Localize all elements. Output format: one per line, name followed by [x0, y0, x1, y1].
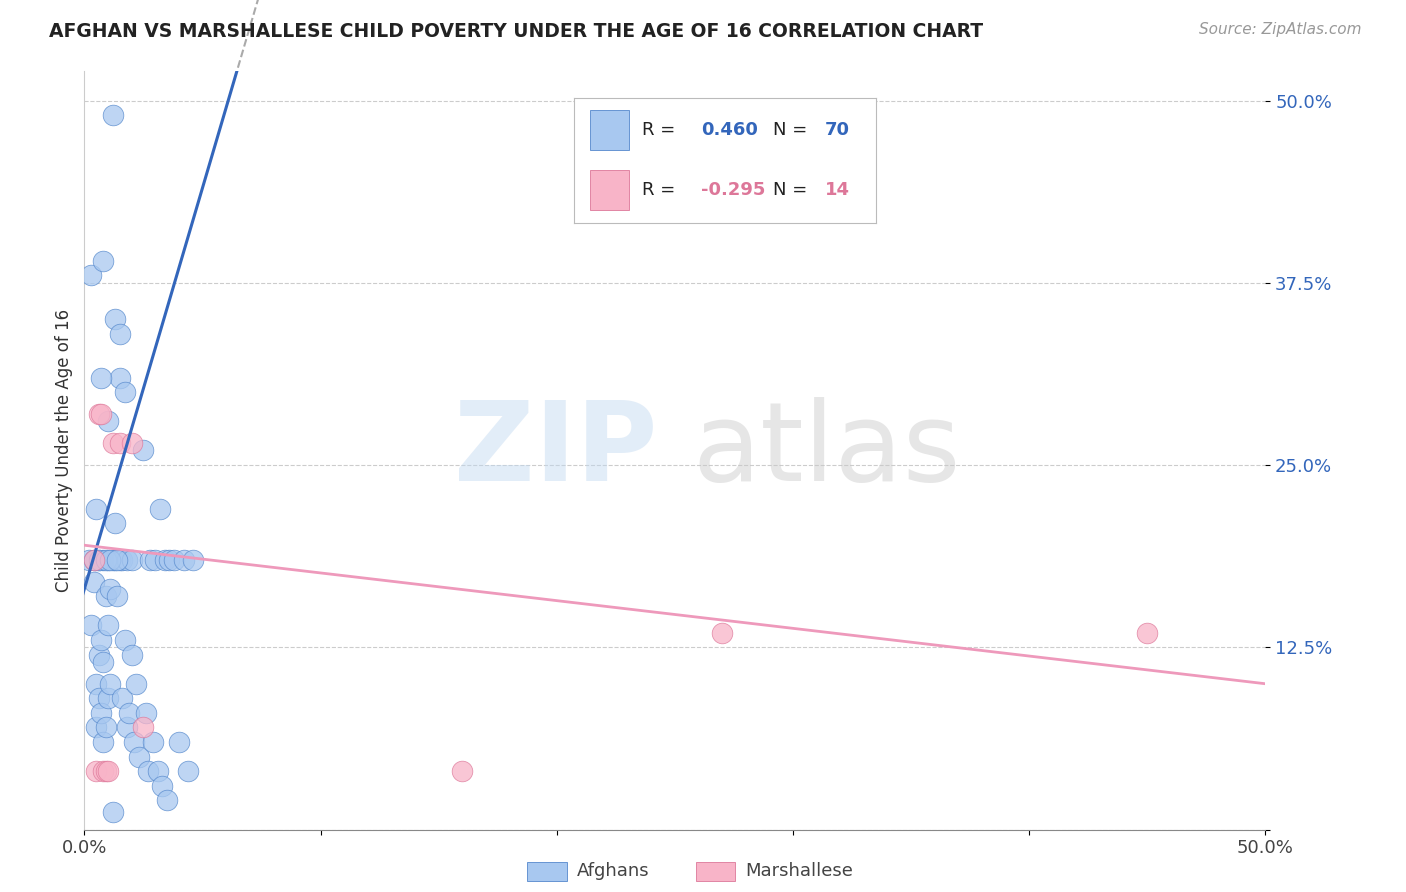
Point	[90, 633, 112, 648]
Point	[101, 805, 124, 819]
Point	[115, 721, 138, 735]
Point	[94, 589, 117, 603]
Text: ZIP: ZIP	[454, 397, 657, 504]
Point	[107, 553, 129, 567]
Text: AFGHAN VS MARSHALLESE CHILD POVERTY UNDER THE AGE OF 16 CORRELATION CHART: AFGHAN VS MARSHALLESE CHILD POVERTY UNDE…	[49, 22, 983, 41]
Point	[132, 721, 155, 735]
Point	[114, 385, 136, 400]
Point	[98, 553, 121, 567]
Point	[149, 501, 172, 516]
Point	[121, 553, 143, 567]
Point	[132, 443, 155, 458]
Point	[122, 735, 145, 749]
Point	[101, 108, 124, 122]
Point	[97, 553, 120, 567]
Point	[135, 706, 157, 720]
Point	[108, 553, 131, 567]
Point	[84, 721, 107, 735]
Point	[181, 553, 204, 567]
Point	[108, 326, 131, 341]
Point	[118, 706, 141, 720]
Point	[121, 436, 143, 450]
Point	[114, 633, 136, 648]
Point	[91, 735, 114, 749]
Point	[94, 553, 117, 567]
Point	[98, 677, 121, 691]
Point	[153, 553, 176, 567]
Point	[156, 793, 179, 807]
Point	[97, 764, 120, 779]
Point	[173, 553, 195, 567]
Point	[104, 553, 127, 567]
Point	[150, 779, 173, 793]
Text: Source: ZipAtlas.com: Source: ZipAtlas.com	[1198, 22, 1361, 37]
Point	[163, 553, 186, 567]
Point	[125, 677, 148, 691]
Point	[451, 764, 474, 779]
Point	[83, 553, 105, 567]
Point	[108, 436, 131, 450]
Point	[1136, 625, 1159, 640]
Point	[84, 764, 107, 779]
Point	[115, 553, 138, 567]
Point	[87, 553, 110, 567]
Point	[111, 553, 134, 567]
Point	[91, 764, 114, 779]
Text: Afghans: Afghans	[576, 863, 650, 880]
Point	[108, 370, 131, 384]
Point	[80, 268, 103, 283]
Point	[97, 691, 120, 706]
Text: Marshallese: Marshallese	[745, 863, 853, 880]
Point	[84, 501, 107, 516]
Point	[84, 553, 107, 567]
Point	[91, 254, 114, 268]
Point	[87, 407, 110, 421]
Point	[167, 735, 190, 749]
Point	[142, 735, 165, 749]
Point	[101, 436, 124, 450]
Point	[146, 764, 169, 779]
Point	[87, 553, 110, 567]
Point	[157, 553, 180, 567]
Point	[136, 764, 159, 779]
Point	[94, 764, 117, 779]
Point	[711, 625, 734, 640]
Point	[107, 589, 129, 603]
Point	[104, 516, 127, 531]
Point	[97, 618, 120, 632]
Point	[97, 414, 120, 428]
Point	[90, 407, 112, 421]
Point	[87, 648, 110, 662]
Point	[77, 553, 100, 567]
Point	[83, 553, 105, 567]
Point	[90, 370, 112, 384]
Point	[80, 618, 103, 632]
Point	[90, 706, 112, 720]
Point	[139, 553, 162, 567]
Point	[98, 582, 121, 596]
Point	[143, 553, 166, 567]
Point	[91, 655, 114, 669]
Point	[128, 749, 150, 764]
Point	[87, 691, 110, 706]
Point	[94, 721, 117, 735]
Point	[101, 553, 124, 567]
Point	[83, 574, 105, 589]
Point	[104, 312, 127, 326]
Text: atlas: atlas	[693, 397, 962, 504]
Point	[84, 677, 107, 691]
Point	[91, 553, 114, 567]
Point	[111, 691, 134, 706]
Point	[177, 764, 200, 779]
Point	[121, 648, 143, 662]
Y-axis label: Child Poverty Under the Age of 16: Child Poverty Under the Age of 16	[55, 309, 73, 592]
